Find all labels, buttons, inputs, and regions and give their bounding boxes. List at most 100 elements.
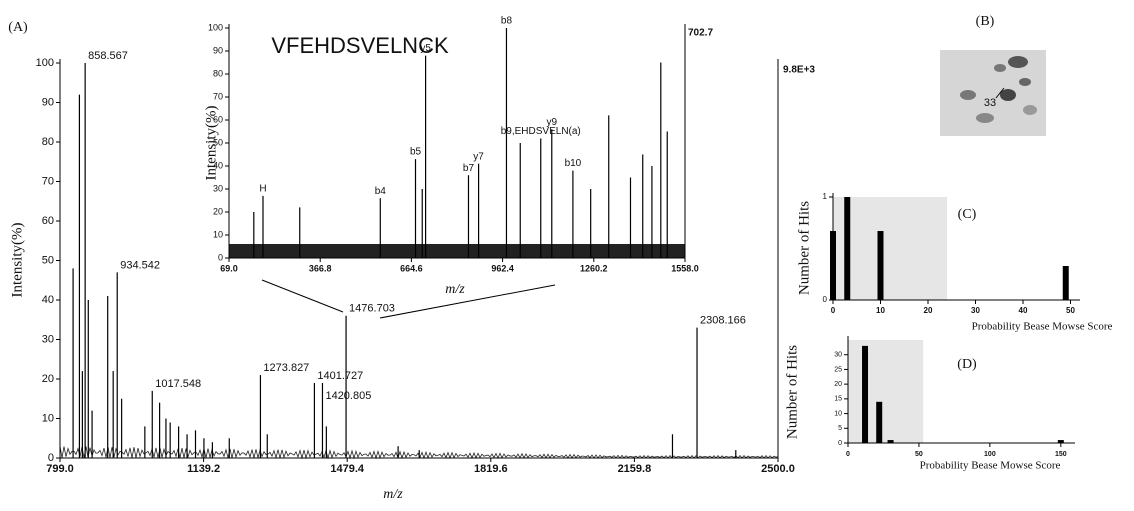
x-tick-label: 0 — [831, 306, 836, 315]
bar — [844, 197, 851, 300]
peak-label: b4 — [375, 186, 387, 197]
y-tick-label: 50 — [213, 137, 223, 147]
panel-label: (D) — [957, 357, 977, 372]
y-tick-label: 80 — [213, 68, 223, 78]
y-axis-label: Intensity(%) — [9, 223, 25, 298]
y-tick-label: 60 — [42, 215, 54, 227]
gel-image — [940, 50, 1046, 136]
peak-label: y9 — [547, 117, 558, 128]
x-tick-label: 799.0 — [46, 463, 74, 475]
panel-label: (B) — [976, 14, 995, 29]
x-tick-label: 962.4 — [491, 263, 514, 273]
y-tick-label: 0 — [823, 295, 828, 304]
x-tick-label: 2159.8 — [618, 463, 652, 475]
bar — [862, 345, 869, 443]
chart-panel: 0 10 20 30 40 50 60 70 80 90 100 799.0 1139.2 1479.4 1… — [8, 20, 815, 502]
peak-label: 1017.548 — [155, 378, 201, 390]
y-tick-label: 60 — [213, 114, 223, 124]
shaded-region — [848, 340, 924, 443]
peak-label: 2308.166 — [700, 315, 746, 327]
bar — [876, 401, 883, 443]
x-tick-label: 1479.4 — [330, 463, 365, 475]
y-tick-label: 70 — [213, 91, 223, 101]
spot-label: 33 — [984, 97, 996, 109]
panel-label: (A) — [8, 20, 28, 35]
noise-trace — [59, 445, 779, 460]
peak-label: 1420.805 — [325, 390, 371, 402]
chart-panel: 010 10 20 30 40 50(C)Probability Bease Mowse … — [796, 192, 1112, 332]
zoom-connector — [379, 284, 556, 319]
y-axis-label: Intensity(%) — [203, 106, 219, 181]
bar — [887, 440, 894, 443]
x-axis-label: Probability Bease Mowse Score — [920, 460, 1061, 472]
y-tick-label: 5 — [838, 425, 842, 432]
peak-label: 1401.727 — [317, 370, 363, 382]
x-tick-label: 664.6 — [400, 263, 423, 273]
peak-label: H — [259, 184, 266, 195]
x-axis-label: Probability Bease Mowse Score — [972, 321, 1113, 333]
x-tick-label: 69.0 — [220, 263, 238, 273]
x-tick-label: 30 — [971, 306, 980, 315]
noise-band — [229, 244, 685, 258]
chart-panel: 0 5 10 15 20 25 30 0 50 100 150 (D) Probability Beas… — [784, 336, 1075, 472]
annotation: 702.7 — [688, 28, 713, 39]
y-tick-label: 100 — [36, 57, 54, 69]
y-tick-label: 30 — [834, 352, 842, 359]
peak-label: b9,EHDSVELN(a) — [501, 126, 581, 137]
y-tick-label: 30 — [213, 183, 223, 193]
peak-label: b10 — [565, 158, 582, 169]
y-tick-label: 30 — [42, 333, 54, 345]
y-tick-label: 50 — [42, 254, 54, 266]
y-tick-label: 15 — [834, 396, 842, 403]
panel-label: (C) — [958, 207, 977, 222]
annotation: 9.8E+3 — [783, 65, 815, 76]
peak-label: b7 — [463, 163, 475, 174]
y-tick-label: 0 — [218, 252, 223, 262]
chart-panel: 0 10 20 30 40 50 60 70 80 90 100 69.0 366.8 664.6 962.… — [203, 16, 713, 298]
y-tick-label: 25 — [834, 366, 842, 373]
peak-label: 858.567 — [88, 50, 128, 62]
x-tick-label: 40 — [1019, 306, 1028, 315]
peak-label: y5 — [420, 43, 431, 54]
peak-label: b5 — [410, 147, 422, 158]
y-axis-label: Number of Hits — [796, 201, 812, 295]
y-tick-label: 70 — [42, 175, 54, 187]
peak-label: 1273.827 — [263, 362, 309, 374]
x-tick-label: 1260.2 — [580, 263, 608, 273]
peak-label: 1476.703 — [349, 303, 395, 315]
y-tick-label: 20 — [213, 206, 223, 216]
x-tick-label: 150 — [1055, 451, 1067, 458]
y-tick-label: 80 — [42, 136, 54, 148]
y-tick-label: 20 — [834, 381, 842, 388]
y-tick-label: 0 — [838, 440, 842, 447]
y-tick-label: 90 — [213, 45, 223, 55]
bar — [1057, 440, 1064, 443]
bar — [877, 230, 884, 300]
x-tick-label: 50 — [1066, 306, 1075, 315]
peak-label: y7 — [473, 151, 484, 162]
bar — [830, 230, 836, 300]
shaded-region — [833, 197, 947, 300]
x-tick-label: 20 — [924, 306, 933, 315]
x-axis-label: m/z — [445, 282, 465, 297]
y-tick-label: 90 — [42, 96, 54, 108]
y-tick-label: 100 — [208, 22, 223, 32]
y-tick-label: 20 — [42, 373, 54, 385]
x-tick-label: 1139.2 — [187, 463, 220, 475]
axis-line — [228, 24, 686, 259]
x-tick-label: 0 — [846, 451, 850, 458]
bar — [1062, 266, 1069, 300]
x-tick-label: 1819.6 — [474, 463, 508, 475]
y-tick-label: 10 — [213, 229, 223, 239]
chart-title: VFEHDSVELNCK — [271, 33, 449, 58]
y-tick-label: 40 — [42, 294, 54, 306]
peak-label: 934.542 — [120, 259, 160, 271]
y-tick-label: 10 — [834, 410, 842, 417]
x-tick-label: 2500.0 — [761, 463, 795, 475]
y-tick-label: 10 — [42, 412, 54, 424]
x-axis-label: m/z — [383, 487, 403, 502]
x-tick-label: 100 — [984, 451, 996, 458]
y-tick-label: 40 — [213, 160, 223, 170]
y-axis-label: Number of Hits — [784, 345, 800, 439]
